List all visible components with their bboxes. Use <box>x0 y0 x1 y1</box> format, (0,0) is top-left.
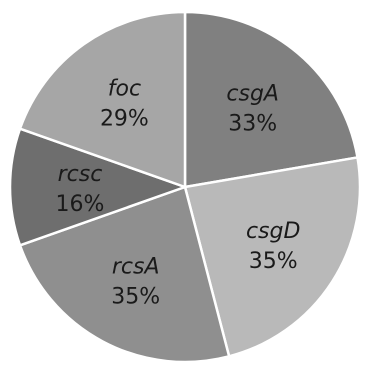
slice-label-csgA: csgA <box>226 82 279 107</box>
slice-percent-rcsA: 35% <box>111 285 160 310</box>
pie-slices <box>8 10 362 364</box>
slice-percent-rcsc: 16% <box>56 192 105 217</box>
slice-percent-csgA: 33% <box>228 112 277 137</box>
pie-labels: csgA 33% csgD 35% rcsA 35% rcsc 16% foc 29% <box>56 76 301 309</box>
slice-percent-foc: 29% <box>100 106 149 131</box>
pie-slice-csgD <box>183 156 362 358</box>
pie-slice-foc <box>18 10 187 189</box>
pie-slice-rcsc <box>8 127 187 247</box>
slice-label-foc: foc <box>108 76 141 101</box>
slice-label-rcsc: rcsc <box>58 162 103 187</box>
pie-slice-rcsA <box>18 185 231 364</box>
slice-label-rcsA: rcsA <box>112 255 160 280</box>
slice-percent-csgD: 35% <box>249 249 298 274</box>
slice-label-csgD: csgD <box>246 219 300 244</box>
pie-slice-csgA <box>183 10 359 189</box>
